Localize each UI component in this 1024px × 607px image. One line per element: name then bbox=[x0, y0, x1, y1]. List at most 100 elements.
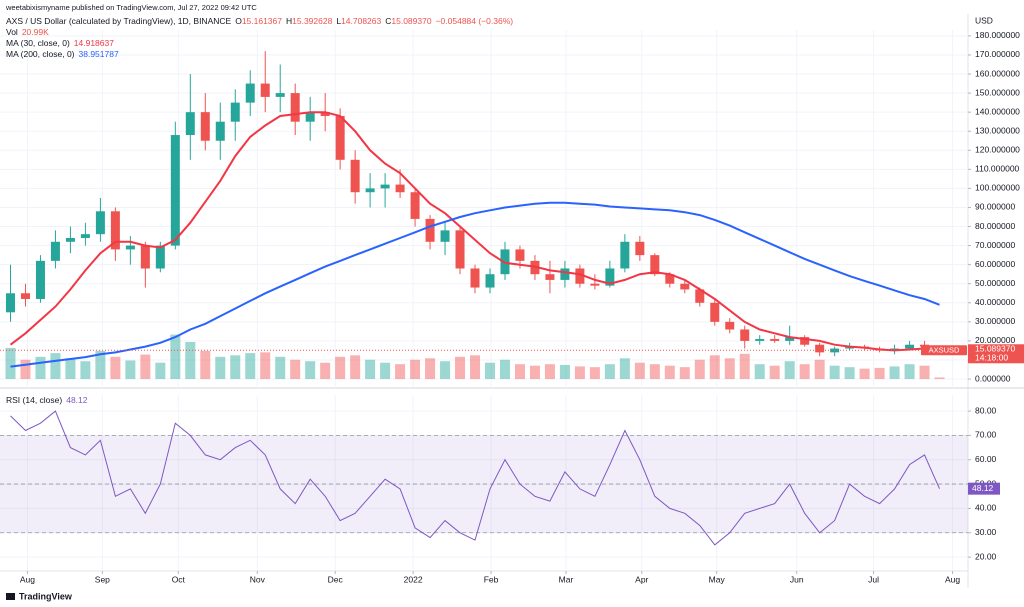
rsi-title: RSI (14, close) bbox=[6, 395, 62, 405]
volume-bar bbox=[335, 356, 346, 379]
candle-body bbox=[245, 83, 255, 103]
y-tick-label: 60.00 bbox=[975, 454, 997, 464]
symbol-label: AXSUSD bbox=[929, 345, 960, 354]
brand-name: TradingView bbox=[19, 591, 73, 601]
rsi-line bbox=[10, 410, 940, 546]
legend-line: MA (30, close, 0) 14.918637 bbox=[6, 38, 114, 48]
moving-average-line bbox=[9, 111, 940, 352]
candle-body bbox=[200, 112, 210, 141]
volume-bar bbox=[245, 353, 256, 379]
candle-body bbox=[905, 344, 915, 349]
ohlc-key: O bbox=[235, 16, 242, 26]
x-tick-label: Aug bbox=[20, 574, 35, 584]
brand-logo bbox=[6, 593, 15, 600]
candle-body bbox=[470, 268, 480, 288]
candle-body bbox=[545, 274, 555, 280]
volume-bar bbox=[50, 353, 61, 379]
volume-bar bbox=[679, 367, 690, 379]
x-tick-label: Apr bbox=[635, 574, 648, 584]
x-tick-label: Jun bbox=[790, 574, 804, 584]
y-tick-label: 40.00 bbox=[975, 503, 997, 513]
candle-body bbox=[680, 283, 690, 290]
volume-bar bbox=[350, 355, 361, 379]
volume-bar bbox=[874, 367, 885, 379]
volume-bar bbox=[889, 366, 900, 379]
volume-bar bbox=[170, 334, 181, 379]
volume-bar bbox=[499, 359, 510, 379]
legend-value: 14.918637 bbox=[74, 38, 114, 48]
candle-body bbox=[740, 329, 750, 341]
y-tick-label: 80.000000 bbox=[975, 221, 1015, 231]
volume-bar bbox=[125, 360, 136, 379]
y-tick-label: 20.00 bbox=[975, 551, 997, 561]
candle-body bbox=[425, 218, 435, 242]
candle-body bbox=[155, 245, 165, 269]
candle-body bbox=[635, 241, 645, 256]
candle-body bbox=[65, 237, 75, 242]
x-tick-label: Dec bbox=[328, 574, 344, 584]
candle-body bbox=[710, 302, 720, 322]
x-tick-label: May bbox=[709, 574, 726, 584]
moving-average-line bbox=[10, 201, 940, 368]
y-tick-label: 30.000000 bbox=[975, 316, 1015, 326]
volume-bar bbox=[799, 364, 810, 379]
last-price-chip bbox=[968, 344, 1024, 364]
y-tick-label: 90.000000 bbox=[975, 202, 1015, 212]
candle-body bbox=[410, 192, 420, 219]
volume-bar bbox=[5, 347, 16, 379]
candle-body bbox=[350, 159, 360, 193]
legend-line: Vol 20.99K bbox=[6, 27, 49, 37]
y-tick-label: 50.000000 bbox=[975, 278, 1015, 288]
volume-bar bbox=[260, 352, 271, 379]
volume-bar bbox=[514, 364, 525, 379]
y-tick-label: 120.000000 bbox=[975, 145, 1020, 155]
ohlc-value: 14.708263 bbox=[341, 16, 381, 26]
volume-bar bbox=[290, 359, 301, 379]
volume-bar bbox=[604, 364, 615, 379]
y-tick-label: 130.000000 bbox=[975, 125, 1020, 135]
candle-body bbox=[725, 321, 735, 330]
y-tick-label: 70.000000 bbox=[975, 240, 1015, 250]
legend-name: MA (200, close, 0) bbox=[6, 49, 75, 59]
volume-bar bbox=[649, 364, 660, 379]
volume-bar bbox=[619, 358, 630, 379]
volume-bar bbox=[919, 365, 930, 379]
volume-bar bbox=[410, 359, 421, 379]
y-tick-label: 60.000000 bbox=[975, 259, 1015, 269]
volume-bar bbox=[904, 364, 915, 379]
volume-bar bbox=[484, 362, 495, 379]
volume-bar bbox=[739, 353, 750, 379]
brand: TradingView bbox=[6, 591, 73, 601]
candle-body bbox=[620, 241, 630, 269]
candle-body bbox=[560, 268, 570, 280]
legend-name: MA (30, close, 0) bbox=[6, 38, 70, 48]
rsi-value-label: 48.12 bbox=[972, 483, 994, 493]
rsi-chip bbox=[968, 482, 1000, 495]
candle-body bbox=[785, 337, 795, 341]
candle-body bbox=[275, 93, 285, 97]
candle-body bbox=[395, 184, 405, 193]
volume-bar bbox=[320, 362, 331, 379]
candle-body bbox=[35, 260, 45, 299]
candle-body bbox=[665, 274, 675, 284]
volume-bar bbox=[814, 359, 825, 379]
candle-body bbox=[770, 339, 780, 341]
volume-bar bbox=[395, 364, 406, 379]
ohlc-key: C bbox=[385, 16, 391, 26]
volume-bar bbox=[20, 359, 31, 379]
x-tick-label: Aug bbox=[945, 574, 960, 584]
publisher: weetabixismyname published on TradingVie… bbox=[5, 3, 257, 12]
legend-line: AXS / US Dollar (calculated by TradingVi… bbox=[6, 16, 513, 26]
candle-body bbox=[380, 184, 390, 189]
volume-bar bbox=[155, 362, 166, 379]
volume-bar bbox=[754, 364, 765, 379]
volume-bar bbox=[305, 361, 316, 379]
y-tick-label: 0.000000 bbox=[975, 373, 1011, 383]
volume-bar bbox=[694, 359, 705, 379]
x-tick-label: Jul bbox=[868, 574, 879, 584]
y-tick-label: 170.000000 bbox=[975, 49, 1020, 59]
volume-name: Vol bbox=[6, 27, 18, 37]
volume-bar bbox=[769, 365, 780, 379]
y-tick-label: 180.000000 bbox=[975, 30, 1020, 40]
